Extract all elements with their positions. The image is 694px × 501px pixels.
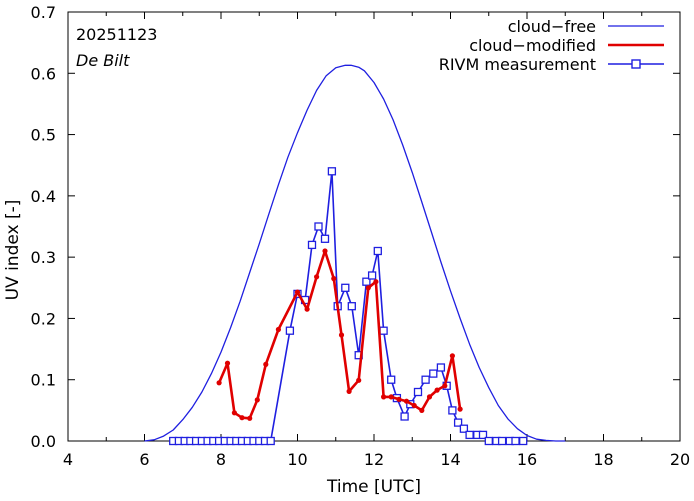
cloud-modified-point	[224, 360, 231, 366]
cloud-modified-point	[263, 361, 269, 367]
x-tick-label: 4	[63, 450, 73, 469]
cloud-modified-point	[356, 377, 362, 383]
legend-label-rivm-measurement: RIVM measurement	[439, 55, 596, 74]
x-tick-label: 14	[440, 450, 460, 469]
cloud-modified-point	[457, 406, 463, 412]
x-tick-label: 16	[517, 450, 537, 469]
cloud-modified-point	[239, 415, 245, 421]
legend-label-cloud-free: cloud−free	[508, 17, 596, 36]
legend-label-cloud-modified: cloud−modified	[469, 36, 596, 55]
rivm-measurement-point	[400, 412, 409, 421]
rivm-measurement-point	[367, 271, 377, 280]
rivm-measurement-point	[341, 283, 350, 292]
x-tick-label: 8	[216, 450, 226, 469]
x-tick-label: 18	[593, 450, 613, 469]
cloud-modified-point	[346, 388, 352, 394]
rivm-measurement-point	[511, 436, 520, 446]
cloud-modified-point	[338, 332, 345, 338]
rivm-measurement-point	[497, 436, 507, 446]
y-tick-label: 0.1	[31, 371, 56, 390]
cloud-modified-point	[322, 248, 328, 254]
cloud-modified-point	[216, 380, 222, 386]
rivm-measurement-point	[413, 387, 423, 397]
rivm-measurement-point	[387, 375, 396, 384]
cloud-modified-point	[365, 285, 371, 291]
rivm-measurement-point	[285, 326, 295, 335]
x-tick-label: 20	[670, 450, 690, 469]
cloud-modified-point	[442, 383, 448, 389]
y-tick-label: 0.7	[31, 3, 56, 22]
rivm-measurement-point	[448, 406, 457, 415]
cloud-modified-point	[331, 276, 337, 282]
y-axis-title: UV index [-]	[3, 200, 23, 301]
rivm-measurement-point	[327, 167, 337, 176]
cloud-modified-point	[254, 397, 260, 403]
x-tick-label: 10	[287, 450, 307, 469]
plot-area	[67, 11, 681, 442]
rivm-measurement-point	[478, 430, 488, 440]
x-tick-label: 12	[364, 450, 384, 469]
legend-entry-cloud-modified: cloud−modified	[469, 36, 664, 55]
rivm-measurement-point	[373, 246, 382, 256]
y-tick-label: 0.6	[31, 64, 56, 83]
y-tick-label: 0.2	[31, 309, 56, 328]
rivm-measurement-point	[484, 436, 493, 446]
rivm-measurement-point	[519, 436, 528, 446]
cloud-modified-point	[434, 387, 440, 393]
cloud-modified-point	[275, 326, 281, 333]
legend: cloud−free cloud−modified RIVM measureme…	[439, 17, 664, 74]
series-line-cloud-free	[144, 64, 566, 442]
cloud-modified-point	[388, 394, 394, 400]
rivm-measurement-point	[453, 418, 463, 427]
cloud-modified-point	[247, 415, 253, 421]
rivm-measurement-point	[429, 369, 438, 378]
plot-frame	[67, 11, 681, 442]
y-tick-label: 0.3	[31, 248, 56, 267]
rivm-measurement-point	[320, 234, 330, 243]
cloud-modified-point	[419, 407, 425, 413]
cloud-modified-point	[314, 274, 320, 280]
axes: 4 6 8 10 12 14 16 18 20 0.0 0.1 0.2 0.3 0.4 0.5 0.6 0.7	[31, 3, 691, 469]
date-annotation: 20251123	[76, 25, 157, 44]
cloud-modified-point	[373, 279, 379, 285]
y-tick-label: 0.5	[31, 126, 56, 145]
cloud-modified-point	[411, 402, 417, 409]
y-tick-label: 0.4	[31, 187, 56, 206]
cloud-modified-point	[403, 398, 410, 404]
location-annotation: De Bilt	[76, 51, 130, 70]
rivm-measurement-point	[465, 430, 474, 440]
rivm-measurement-point	[266, 436, 275, 446]
rivm-measurement-point	[459, 424, 469, 433]
cloud-modified-point	[294, 289, 301, 295]
y-tick-label: 0.0	[31, 432, 56, 451]
cloud-modified-point	[304, 306, 310, 312]
series-layer	[144, 64, 566, 446]
cloud-modified-point	[381, 394, 387, 400]
rivm-measurement-point	[314, 222, 323, 231]
rivm-measurement-point	[421, 375, 430, 384]
rivm-measurement-point	[436, 363, 446, 372]
rivm-measurement-point	[307, 240, 317, 250]
x-axis-title: Time [UTC]	[326, 477, 421, 497]
x-tick-label: 6	[139, 450, 149, 469]
cloud-modified-point	[396, 396, 402, 402]
cloud-modified-point	[231, 410, 237, 416]
legend-entry-cloud-free: cloud−free	[508, 17, 664, 36]
rivm-measurement-point	[379, 326, 388, 335]
legend-marker-rivm-measurement	[631, 59, 641, 69]
rivm-measurement-point	[347, 302, 356, 311]
rivm-measurement-point	[362, 277, 371, 286]
legend-entry-rivm-measurement: RIVM measurement	[439, 55, 664, 74]
cloud-modified-point	[449, 353, 455, 359]
cloud-modified-point	[426, 394, 433, 400]
